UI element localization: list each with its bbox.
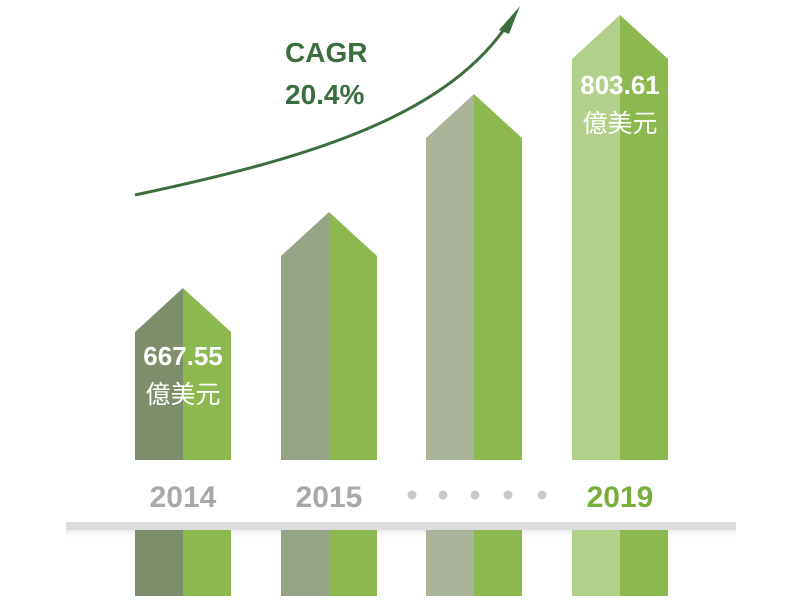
year-label-2015: 2015 xyxy=(296,481,363,514)
value-label-2014: 667.55 xyxy=(143,341,223,371)
arrow-head-icon xyxy=(499,6,520,34)
floor-shelf-line xyxy=(66,522,736,530)
value-unit-2019: 億美元 xyxy=(582,110,657,138)
ellipsis-dot-3 xyxy=(470,490,480,500)
bar-2014-reflection-right xyxy=(183,528,231,596)
cagr-growth-arrow xyxy=(134,27,507,197)
ellipsis-dot-2 xyxy=(438,490,448,500)
ellipsis-dot-1 xyxy=(407,490,417,500)
value-label-2019: 803.61 xyxy=(580,70,660,100)
bar-2019-reflection-left xyxy=(572,528,620,596)
year-label-2019: 2019 xyxy=(587,481,654,514)
bar-unlabeled-left-face xyxy=(426,94,474,460)
bar-2015-right-face xyxy=(329,212,377,460)
bar-reflections xyxy=(66,522,736,596)
bar-2015-reflection-right xyxy=(329,528,377,596)
bar-2014-right-face xyxy=(183,288,231,460)
cagr-value: 20.4% xyxy=(285,79,364,110)
bar-2019-right-face xyxy=(620,15,668,460)
cagr-label: CAGR xyxy=(285,37,367,68)
bar-2019-left-face xyxy=(572,15,620,460)
bar-2015-reflection-left xyxy=(281,528,329,596)
bar-2014-reflection-left xyxy=(135,528,183,596)
bar-2019-reflection-right xyxy=(620,528,668,596)
bar-2014-left-face xyxy=(135,288,183,460)
bar-unlabeled-right-face xyxy=(474,94,522,460)
year-label-2014: 2014 xyxy=(150,481,217,514)
value-unit-2014: 億美元 xyxy=(145,381,220,409)
bars-group xyxy=(135,15,668,460)
ellipsis-dot-4 xyxy=(503,490,513,500)
bar-unlabeled-reflection-right xyxy=(474,528,522,596)
bar-unlabeled-reflection-left xyxy=(426,528,474,596)
ellipsis-dots xyxy=(407,490,547,500)
bar-2015-left-face xyxy=(281,212,329,460)
ellipsis-dot-5 xyxy=(537,490,547,500)
